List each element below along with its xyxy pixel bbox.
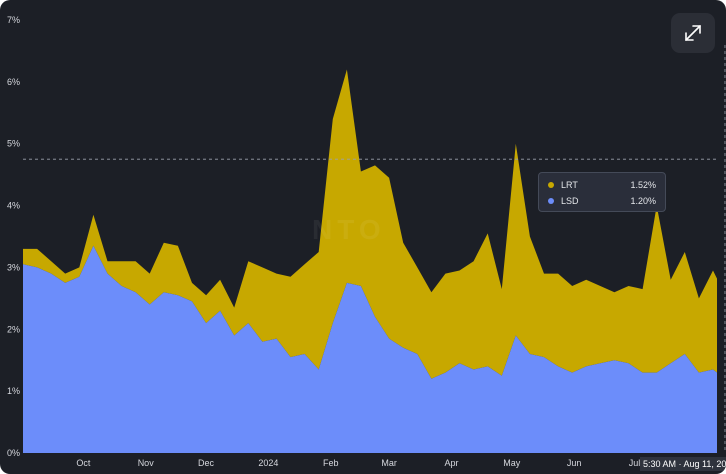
x-tick-label: Jun bbox=[567, 458, 582, 468]
x-tick-label: Dec bbox=[198, 458, 215, 468]
crosshair-date-label: 5:30 AM · Aug 11, 2024 bbox=[640, 457, 726, 471]
tooltip-row-lsd: LSD 1.20% bbox=[548, 193, 656, 209]
y-tick-label: 2% bbox=[7, 324, 20, 334]
tooltip-series-value: 1.20% bbox=[630, 196, 656, 206]
x-tick-label: Mar bbox=[381, 458, 397, 468]
x-axis: Oct Nov Dec 2024 Feb Mar Apr May Jun Jul bbox=[76, 458, 640, 468]
y-tick-label: 0% bbox=[7, 448, 20, 458]
y-tick-label: 4% bbox=[7, 201, 20, 211]
x-tick-label: May bbox=[503, 458, 521, 468]
lrt-legend-dot bbox=[548, 182, 554, 188]
y-tick-label: 1% bbox=[7, 386, 20, 396]
crosshair-guides bbox=[23, 45, 726, 453]
series-lsd-area[interactable] bbox=[23, 245, 717, 453]
lsd-legend-dot bbox=[548, 198, 554, 204]
tooltip-series-name: LRT bbox=[561, 180, 578, 190]
y-tick-label: 3% bbox=[7, 262, 20, 272]
tooltip-row-lrt: LRT 1.52% bbox=[548, 177, 656, 193]
x-tick-label: Feb bbox=[323, 458, 339, 468]
expand-button[interactable] bbox=[671, 13, 715, 53]
y-tick-label: 7% bbox=[7, 15, 20, 25]
tooltip-series-value: 1.52% bbox=[630, 180, 656, 190]
x-tick-label: Nov bbox=[138, 458, 155, 468]
series-lrt-area[interactable] bbox=[23, 69, 717, 379]
x-tick-label: Jul bbox=[629, 458, 641, 468]
watermark-text: NTO bbox=[312, 214, 386, 245]
series-areas[interactable] bbox=[23, 69, 717, 454]
y-tick-label: 6% bbox=[7, 77, 20, 87]
x-tick-label: Oct bbox=[76, 458, 91, 468]
chart-tooltip: LRT 1.52% LSD 1.20% bbox=[538, 172, 666, 212]
x-tick-label: 2024 bbox=[258, 458, 278, 468]
tooltip-series-name: LSD bbox=[561, 196, 579, 206]
expand-arrows-icon bbox=[685, 25, 701, 41]
x-tick-label: Apr bbox=[444, 458, 458, 468]
y-axis: 0% 1% 2% 3% 4% 5% 6% 7% bbox=[7, 15, 20, 458]
y-tick-label: 5% bbox=[7, 139, 20, 149]
